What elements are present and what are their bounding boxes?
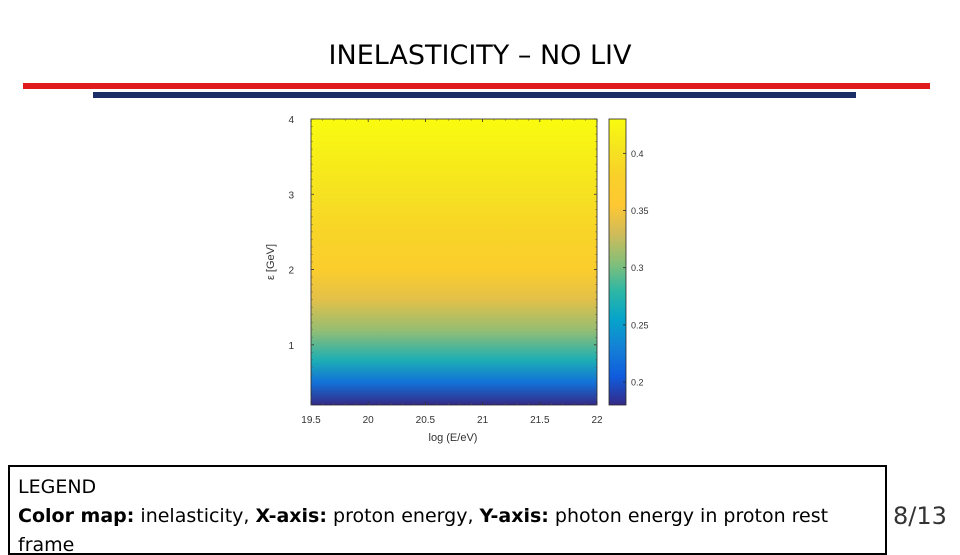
colorbar-tick-label: 0.2 [631,378,644,388]
y-axis-label: ε [GeV] [265,244,277,280]
legend-description: Color map: inelasticity, X-axis: proton … [18,502,877,553]
slide-title: INELASTICITY – NO LIV [328,40,632,71]
y-tick-label: 2 [288,266,294,277]
colorbar-tick-label: 0.35 [631,206,649,216]
x-axis-legend-label: X-axis: [255,505,327,527]
y-tick-label: 1 [288,341,294,352]
x-axis-legend-text: proton energy, [326,505,480,527]
legend-box: LEGEND Color map: inelasticity, X-axis: … [8,465,887,555]
y-tick-label: 4 [288,115,294,126]
color-map-label: Color map: [18,505,135,527]
inelasticity-heatmap: 0.2 0.25 0.3 0.35 0.4 19.5 20 20.5 21 21.5 22 1 2 3… [265,115,649,444]
x-tick-label: 19.5 [301,415,321,426]
y-axis: 1 2 3 4 [288,115,597,406]
colorbar-rect [608,118,627,406]
red-rule [23,83,930,89]
colorbar: 0.2 0.25 0.3 0.35 0.4 [608,118,649,406]
legend-heading: LEGEND [18,476,97,498]
x-tick-label: 20.5 [416,415,436,426]
x-tick-label: 21 [477,415,489,426]
colorbar-tick-label: 0.25 [631,320,649,330]
colorbar-tick-label: 0.3 [631,263,644,273]
x-tick-label: 22 [591,415,603,426]
colorbar-tick-label: 0.4 [631,149,644,159]
x-tick-label: 20 [363,415,375,426]
x-tick-label: 21.5 [530,415,550,426]
x-axis-label: log (E/eV) [429,432,478,444]
heatmap-field [311,119,597,405]
plot-area [310,118,598,406]
color-map-text: inelasticity, [134,505,256,527]
y-tick-label: 3 [288,190,294,201]
y-axis-legend-label: Y-axis: [479,505,549,527]
page-number: 8/13 [893,502,947,530]
x-axis: 19.5 20 20.5 21 21.5 22 [301,119,603,426]
navy-rule [93,92,856,98]
